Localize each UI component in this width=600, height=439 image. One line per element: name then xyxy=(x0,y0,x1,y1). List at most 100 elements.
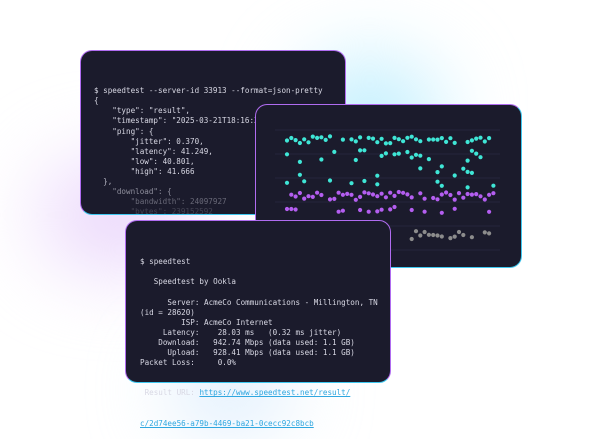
data-dot xyxy=(417,190,422,195)
data-dot xyxy=(374,139,379,144)
data-dot xyxy=(314,135,319,140)
data-dot xyxy=(465,139,470,144)
data-dot xyxy=(434,179,440,184)
data-dot xyxy=(490,190,495,195)
result-url-line: Result URL: https://www.speedtest.net/re… xyxy=(140,388,390,398)
data-dot xyxy=(486,192,491,197)
data-dot xyxy=(361,189,366,194)
terminal-line xyxy=(140,287,390,297)
data-dot xyxy=(465,158,470,163)
data-dot xyxy=(434,232,440,238)
result-url-link-continued[interactable]: c/2d74ee56-a79b-4469-ba21-0cecc92c8bcb xyxy=(140,418,314,428)
data-dot xyxy=(383,140,388,145)
data-dot xyxy=(396,189,401,194)
terminal-line: $ speedtest --server-id 33913 --format=j… xyxy=(94,86,323,96)
data-dot xyxy=(434,137,440,142)
data-dot xyxy=(439,135,444,140)
result-url-link[interactable]: https://www.speedtest.net/result/ xyxy=(199,388,351,398)
data-dot xyxy=(469,234,474,239)
data-dot xyxy=(387,140,392,145)
data-dot xyxy=(379,191,384,196)
data-dot xyxy=(452,206,457,211)
data-dot xyxy=(417,153,422,158)
data-dot xyxy=(434,169,440,174)
data-dot xyxy=(379,207,384,212)
data-dot xyxy=(288,135,293,140)
terminal-line: Download: 942.74 Mbps (data used: 1.1 GB… xyxy=(140,337,355,347)
speedtest-terminal: $ speedtest Speedtest by Ookla Server: A… xyxy=(125,220,391,428)
terminal-line: Packet Loss: 0.0% xyxy=(140,358,237,368)
data-dot xyxy=(452,172,457,178)
data-dot xyxy=(482,196,487,202)
data-dot xyxy=(340,192,345,197)
data-dot xyxy=(396,136,401,141)
data-dot xyxy=(417,232,422,238)
data-dot xyxy=(469,137,474,142)
data-dot xyxy=(336,190,341,195)
data-dot xyxy=(413,152,418,157)
data-dot xyxy=(430,195,435,200)
data-dot xyxy=(473,191,478,196)
data-dot xyxy=(460,166,465,171)
data-dot xyxy=(452,197,457,202)
data-dot xyxy=(413,136,418,141)
data-dot xyxy=(482,138,487,144)
data-dot xyxy=(331,196,336,201)
terminal-line: "bytes": 239152592 xyxy=(94,207,213,215)
data-dot xyxy=(383,150,388,155)
data-dot xyxy=(430,136,435,142)
terminal-line: "ping": { xyxy=(94,126,154,136)
data-dot xyxy=(318,134,323,139)
data-dot xyxy=(396,151,401,156)
data-dot xyxy=(439,191,444,197)
data-dot xyxy=(469,148,474,153)
data-dot xyxy=(426,156,431,161)
data-dot xyxy=(452,234,457,239)
data-dot xyxy=(400,190,405,195)
data-dot xyxy=(284,137,289,143)
data-dot xyxy=(473,136,478,141)
data-dot xyxy=(490,183,495,188)
data-dot xyxy=(469,192,474,197)
data-dot xyxy=(477,154,483,159)
terminal-line: "timestamp": "2025-03-21T18:16:36Z", xyxy=(94,116,277,126)
terminal-line: Upload: 928.41 Mbps (data used: 1.1 GB) xyxy=(140,348,355,358)
data-dot xyxy=(409,134,414,139)
data-dot xyxy=(374,193,379,198)
data-dot xyxy=(340,208,345,213)
terminal-line: Speedtest by Ookla xyxy=(140,277,237,287)
data-dot xyxy=(387,190,392,195)
data-dot xyxy=(391,151,397,156)
data-dot xyxy=(336,209,341,214)
data-dot xyxy=(404,135,409,140)
terminal-line xyxy=(140,267,390,277)
data-dot xyxy=(413,228,418,233)
data-dot xyxy=(318,156,323,162)
data-dot xyxy=(323,137,328,142)
data-dot xyxy=(400,138,405,143)
dot-plot xyxy=(274,129,500,250)
data-dot xyxy=(473,151,478,156)
data-dot xyxy=(409,236,414,241)
terminal-line: "high": 41.666 xyxy=(94,166,195,176)
data-dot xyxy=(383,194,388,199)
data-dot xyxy=(305,139,311,144)
data-dot xyxy=(310,194,315,199)
data-dot xyxy=(391,135,397,140)
data-dot xyxy=(439,210,444,215)
data-dot xyxy=(379,136,384,141)
data-dot xyxy=(374,208,379,213)
data-dot xyxy=(409,194,414,199)
data-dot xyxy=(370,191,375,197)
terminal-line: "low": 40.801, xyxy=(94,156,195,166)
data-dot xyxy=(379,153,384,158)
terminal-line: $ speedtest xyxy=(140,257,191,267)
data-dot xyxy=(331,149,336,154)
data-dot xyxy=(443,189,448,195)
data-dot xyxy=(284,151,289,156)
data-dot xyxy=(293,193,298,199)
terminal-line: "download": { xyxy=(94,187,172,197)
data-dot xyxy=(417,138,422,143)
data-dot xyxy=(293,206,298,212)
data-dot xyxy=(353,197,358,202)
